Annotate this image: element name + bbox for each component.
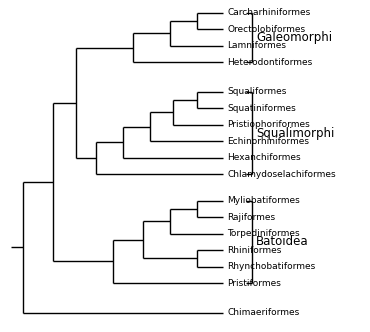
Text: Pristiophoriformes: Pristiophoriformes bbox=[228, 120, 310, 129]
Text: Squatiniformes: Squatiniformes bbox=[228, 104, 296, 113]
Text: Echinorhiniformes: Echinorhiniformes bbox=[228, 137, 309, 146]
Text: Rhiniformes: Rhiniformes bbox=[228, 246, 282, 255]
Text: Rhynchobatiformes: Rhynchobatiformes bbox=[228, 262, 316, 271]
Text: Pristiformes: Pristiformes bbox=[228, 279, 281, 288]
Text: Hexanchiformes: Hexanchiformes bbox=[228, 153, 301, 162]
Text: Squalimorphi: Squalimorphi bbox=[256, 126, 334, 139]
Text: Chimaeriformes: Chimaeriformes bbox=[228, 308, 300, 317]
Text: Orectolobiformes: Orectolobiformes bbox=[228, 25, 306, 34]
Text: Galeomorphi: Galeomorphi bbox=[256, 31, 332, 44]
Text: Rajiformes: Rajiformes bbox=[228, 212, 276, 221]
Text: Myliobatiformes: Myliobatiformes bbox=[228, 196, 300, 205]
Text: Batoidea: Batoidea bbox=[256, 235, 309, 248]
Text: Lamniformes: Lamniformes bbox=[228, 41, 286, 50]
Text: Carcharhiniformes: Carcharhiniformes bbox=[228, 8, 311, 17]
Text: Torpediniformes: Torpediniformes bbox=[228, 229, 300, 238]
Text: Heterodontiformes: Heterodontiformes bbox=[228, 58, 313, 67]
Text: Chlamydoselachiformes: Chlamydoselachiformes bbox=[228, 170, 336, 179]
Text: Squaliformes: Squaliformes bbox=[228, 87, 287, 96]
